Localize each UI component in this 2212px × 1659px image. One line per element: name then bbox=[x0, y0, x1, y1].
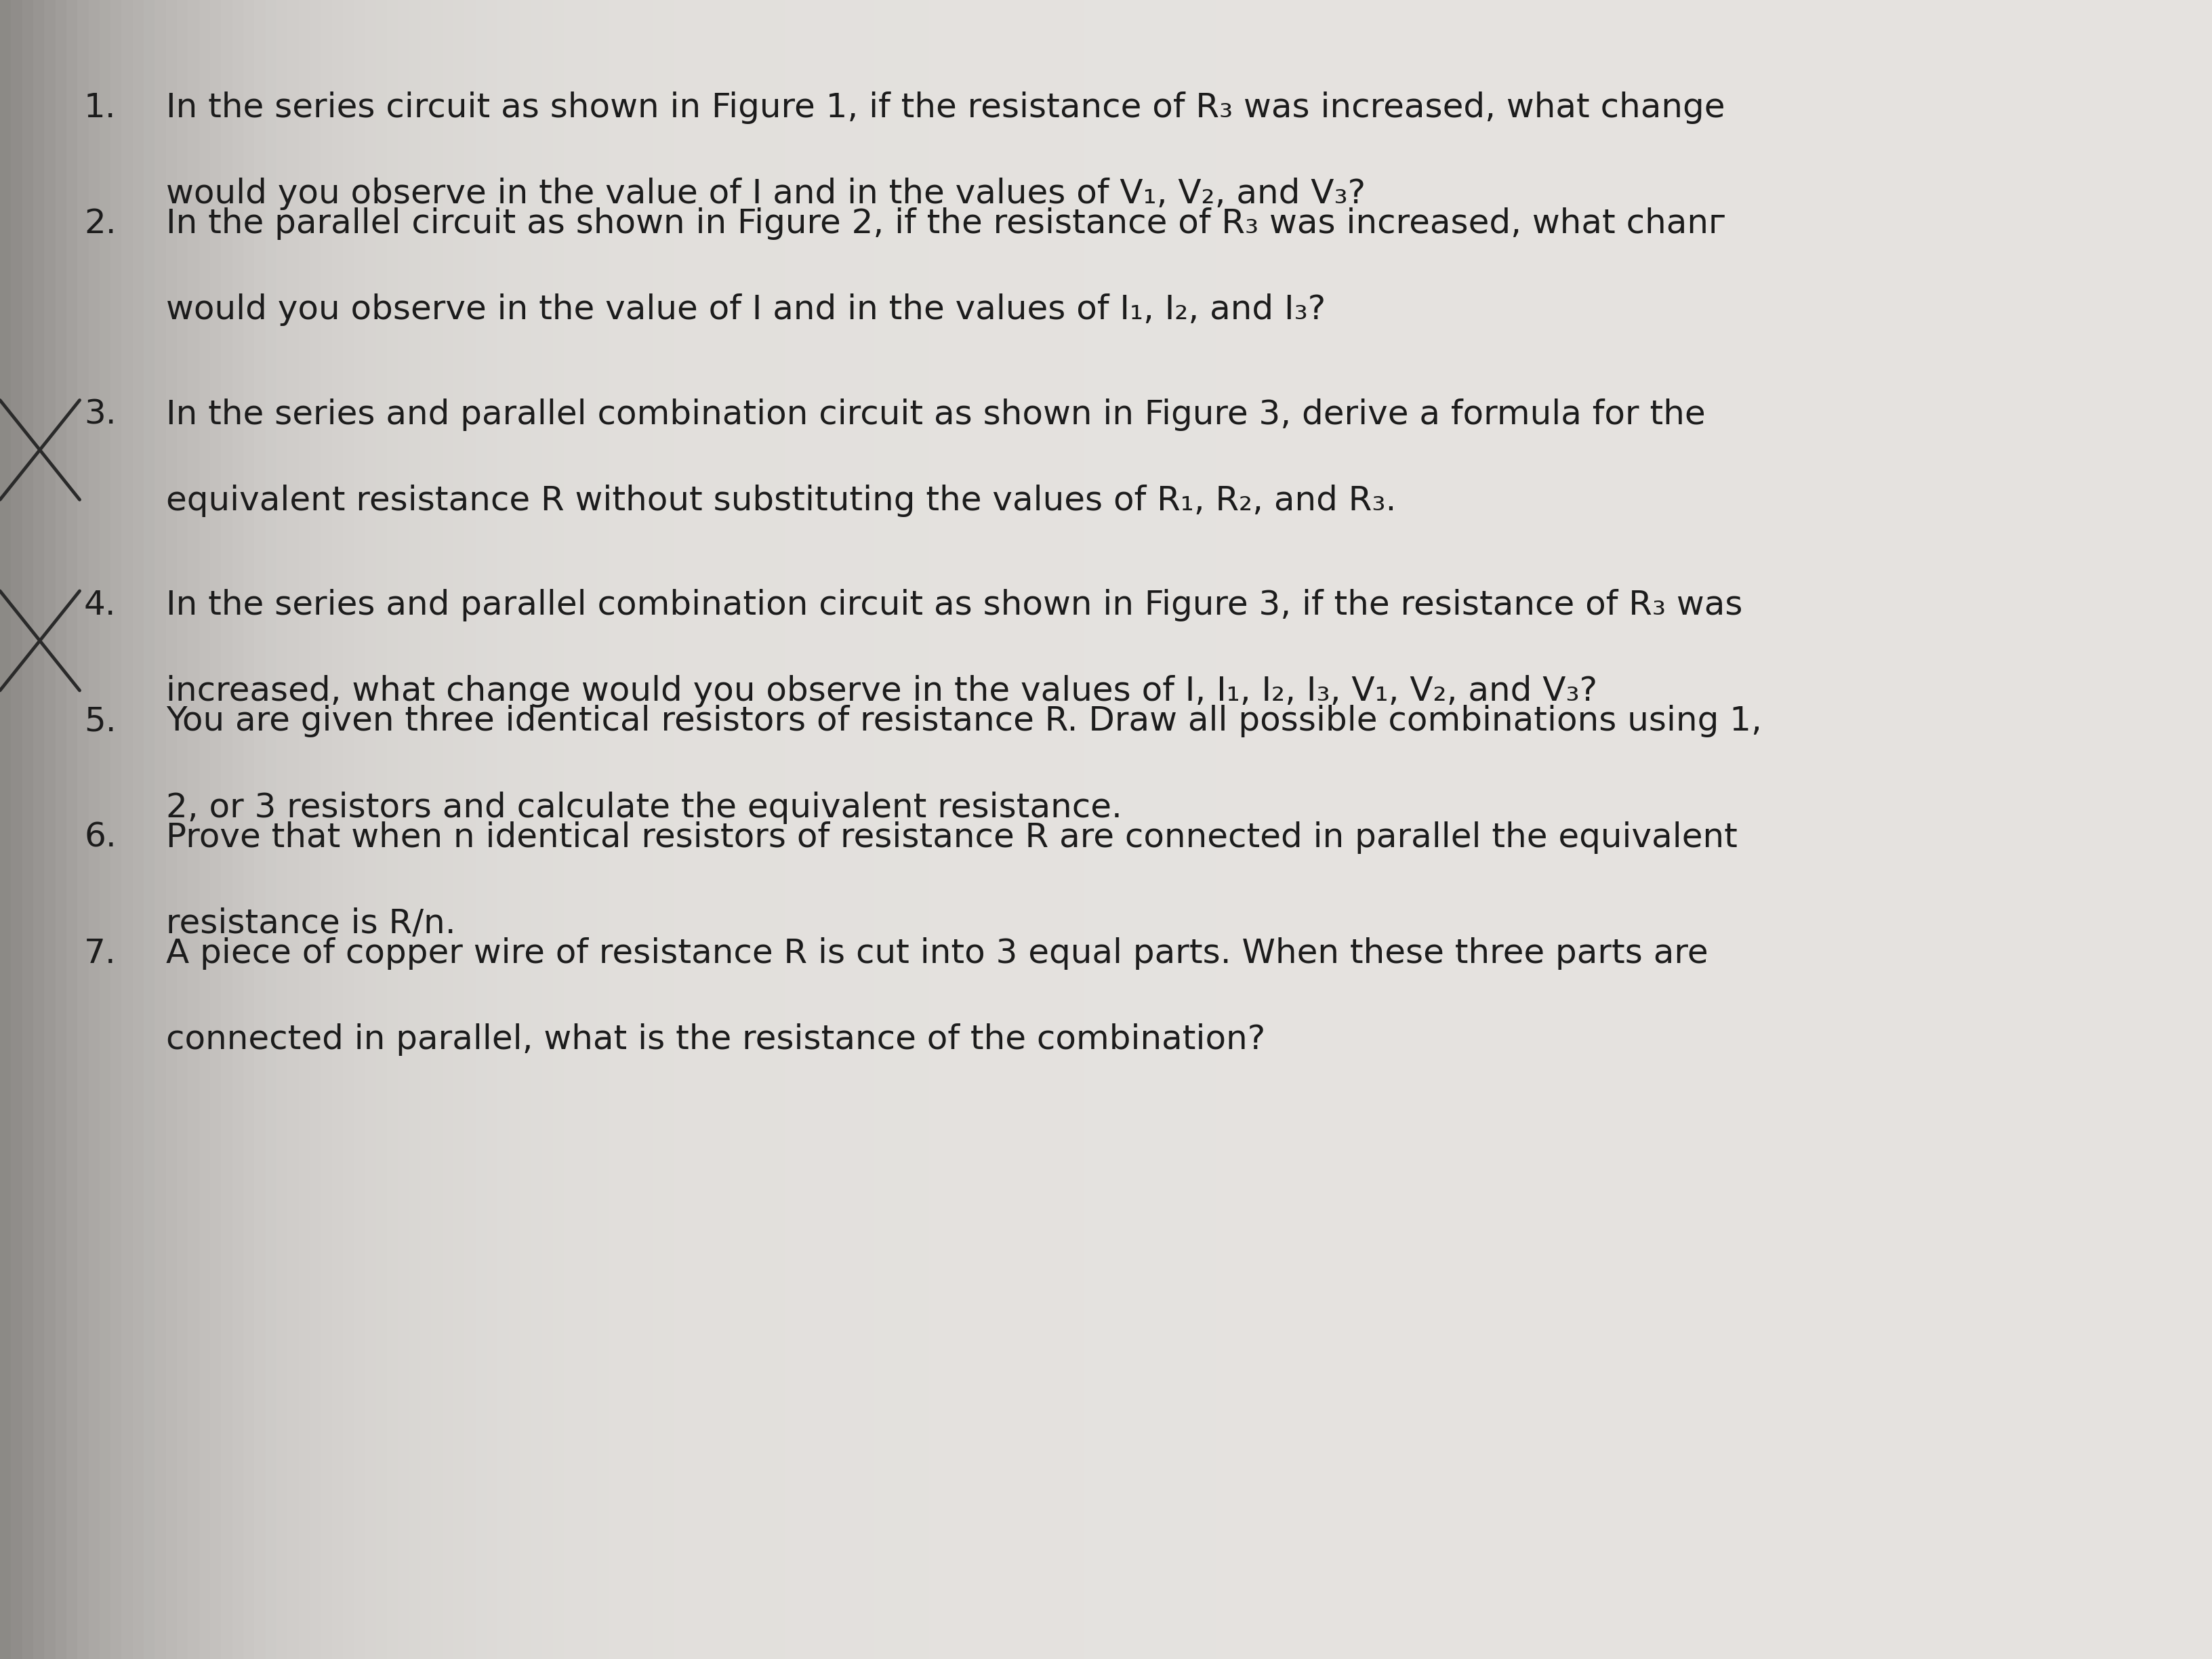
Text: increased, what change would you observe in the values of I, I₁, I₂, I₃, V₁, V₂,: increased, what change would you observe… bbox=[166, 675, 1597, 708]
Text: 3.: 3. bbox=[84, 398, 117, 431]
Text: In the series and parallel combination circuit as shown in Figure 3, derive a fo: In the series and parallel combination c… bbox=[166, 398, 1705, 431]
Text: 2.: 2. bbox=[84, 207, 117, 241]
Text: A piece of copper wire of resistance R is cut into 3 equal parts. When these thr: A piece of copper wire of resistance R i… bbox=[166, 937, 1708, 971]
Text: resistance is R/n.: resistance is R/n. bbox=[166, 907, 456, 941]
Text: 4.: 4. bbox=[84, 589, 117, 622]
Text: connected in parallel, what is the resistance of the combination?: connected in parallel, what is the resis… bbox=[166, 1024, 1265, 1057]
Text: equivalent resistance R without substituting the values of R₁, R₂, and R₃.: equivalent resistance R without substitu… bbox=[166, 484, 1396, 518]
Text: You are given three identical resistors of resistance R. Draw all possible combi: You are given three identical resistors … bbox=[166, 705, 1761, 738]
Text: would you observe in the value of I and in the values of V₁, V₂, and V₃?: would you observe in the value of I and … bbox=[166, 178, 1365, 211]
Text: In the series and parallel combination circuit as shown in Figure 3, if the resi: In the series and parallel combination c… bbox=[166, 589, 1743, 622]
Text: 7.: 7. bbox=[84, 937, 117, 971]
Text: 6.: 6. bbox=[84, 821, 117, 854]
Text: 2, or 3 resistors and calculate the equivalent resistance.: 2, or 3 resistors and calculate the equi… bbox=[166, 791, 1121, 825]
Text: Prove that when n identical resistors of resistance R are connected in parallel : Prove that when n identical resistors of… bbox=[166, 821, 1736, 854]
Text: In the series circuit as shown in Figure 1, if the resistance of R₃ was increase: In the series circuit as shown in Figure… bbox=[166, 91, 1725, 124]
Text: would you observe in the value of I and in the values of I₁, I₂, and I₃?: would you observe in the value of I and … bbox=[166, 294, 1325, 327]
Text: 5.: 5. bbox=[84, 705, 117, 738]
Text: 1.: 1. bbox=[84, 91, 117, 124]
Text: In the parallel circuit as shown in Figure 2, if the resistance of R₃ was increa: In the parallel circuit as shown in Figu… bbox=[166, 207, 1725, 241]
